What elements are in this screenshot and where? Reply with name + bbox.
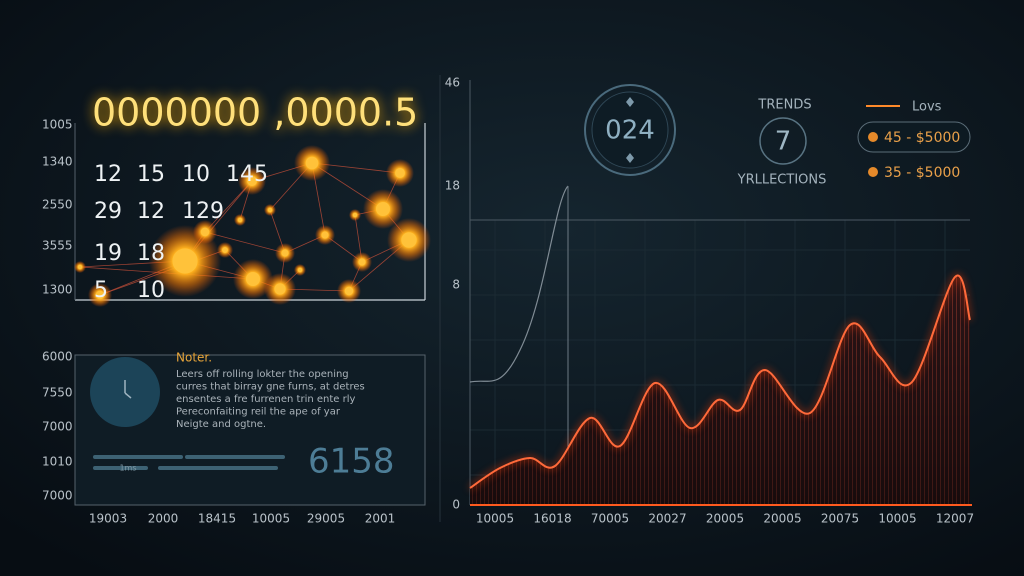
- legend-pill: [857, 121, 971, 153]
- axis-label: 7000: [42, 420, 73, 434]
- notes-content: 6000 7550 7000 1010 7000 Leers off rolling lo…: [42, 350, 365, 503]
- trend-line: [469, 274, 971, 489]
- grid-number: 12: [94, 162, 122, 187]
- grid-number: 12: [137, 199, 165, 224]
- note-line: Pereconfaiting reil the ape of yar: [176, 407, 341, 418]
- x-label: 12007: [936, 512, 974, 526]
- big-value: 6158: [308, 442, 395, 482]
- progress-bar: [93, 466, 148, 470]
- network-node: [376, 202, 390, 216]
- network-node: [401, 232, 417, 248]
- axis-label: 1340: [42, 155, 73, 169]
- grid-number: 5: [94, 278, 108, 303]
- axis-label: 7550: [42, 386, 73, 400]
- network-edge: [204, 231, 286, 254]
- note-line: curres that birray gne furns, at detres: [176, 382, 365, 393]
- axis-label: 2550: [42, 198, 73, 212]
- axis-label: 18: [445, 179, 460, 193]
- x-label: 29005: [307, 512, 345, 526]
- clock-hand: [124, 392, 132, 399]
- network-node: [358, 258, 366, 266]
- x-label: 20027: [648, 512, 686, 526]
- x-label: 19003: [89, 512, 127, 526]
- grid-number: 10: [182, 162, 210, 187]
- x-label: 70005: [591, 512, 629, 526]
- network-node: [267, 207, 273, 213]
- x-label: 2000: [148, 512, 179, 526]
- axis-label: 1300: [42, 283, 73, 297]
- x-label: 10005: [476, 512, 514, 526]
- network-node: [321, 231, 329, 239]
- number-grid: 1005 1340 2550 3555 1300 12 15 10 145 29 12 129 19 18…: [42, 118, 268, 304]
- grid-number: 15: [137, 162, 165, 187]
- trends-ring: [759, 117, 807, 165]
- network-node: [352, 212, 358, 218]
- badge: [591, 91, 669, 169]
- trends-title: TRENDS: [757, 98, 811, 113]
- x-label: 2001: [365, 512, 396, 526]
- x-label: 10005: [878, 512, 916, 526]
- axis-label: 0: [452, 498, 460, 512]
- trends-caption: YRLLECTIONS: [737, 173, 827, 188]
- chart-labels: 46 18 8 0 10005 16018 70005 20027 20005 20005 2007…: [445, 76, 974, 526]
- trends-value: 7: [775, 127, 792, 157]
- network-node: [200, 227, 210, 237]
- network-node: [237, 217, 243, 223]
- axis-label: 1005: [42, 118, 73, 132]
- grid-number: 18: [137, 241, 165, 266]
- grid-number: 19: [94, 241, 122, 266]
- x-labels: 19003 2000 18415 10005 29005 2001: [89, 512, 395, 526]
- x-label: 20005: [763, 512, 801, 526]
- network-node: [247, 176, 257, 186]
- network-node: [246, 272, 260, 286]
- x-label: 18415: [198, 512, 236, 526]
- legend-dot: [868, 167, 878, 177]
- grid-number: 29: [94, 199, 122, 224]
- network-node: [95, 290, 105, 300]
- network-node: [395, 168, 405, 178]
- trend-line-gray: [469, 185, 569, 383]
- axis-label: 8: [452, 278, 460, 292]
- network-node: [222, 247, 228, 253]
- headline: 0000000 ,0000.5: [92, 91, 418, 135]
- badge-value: 024: [605, 116, 655, 146]
- legend-label: Lovs: [912, 100, 942, 115]
- network-node: [344, 286, 354, 296]
- bar-label: 1ms: [119, 464, 136, 473]
- x-label: 20075: [821, 512, 859, 526]
- legend-dot: [868, 132, 878, 142]
- grid-number: 129: [182, 199, 224, 224]
- network-node: [305, 156, 319, 170]
- x-label: 16018: [533, 512, 571, 526]
- axis-label: 6000: [42, 350, 73, 364]
- network-graph: [74, 145, 431, 307]
- axis-label: 1010: [42, 455, 73, 469]
- progress-bar: [185, 455, 285, 459]
- progress-bar: [93, 455, 183, 459]
- note-line: Neigte and ogtne.: [176, 419, 266, 430]
- axis-label: 7000: [42, 489, 73, 503]
- network-node: [297, 267, 303, 273]
- network-node: [281, 249, 289, 257]
- badge-ring: [584, 84, 676, 176]
- axis-label: 3555: [42, 239, 73, 253]
- x-label: 10005: [252, 512, 290, 526]
- legend-item: 45 - $5000: [884, 130, 960, 146]
- network-node: [172, 248, 198, 274]
- network-node: [274, 283, 286, 295]
- x-label: 20005: [706, 512, 744, 526]
- grid-number: 10: [137, 278, 165, 303]
- axis-label: 46: [445, 76, 460, 90]
- grid-number: 145: [226, 162, 268, 187]
- notes-title: Noter.: [176, 351, 212, 365]
- progress-bar: [158, 466, 278, 470]
- note-line: ensentes a fre furrenen trin ente rly: [176, 394, 356, 405]
- note-line: Leers off rolling lokter the opening: [176, 369, 349, 380]
- legend-item: 35 - $5000: [884, 165, 960, 181]
- network-node: [77, 264, 83, 270]
